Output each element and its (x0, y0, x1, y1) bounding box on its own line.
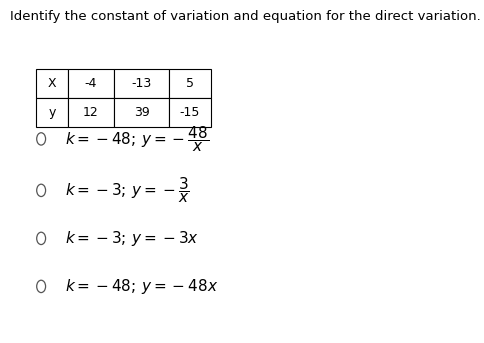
Text: X: X (48, 77, 56, 90)
Bar (68, 69, 114, 98)
Text: y: y (48, 106, 56, 119)
Bar (114, 69, 169, 98)
Bar (36, 98, 68, 127)
Text: $k = -48;\, y = -\dfrac{48}{x}$: $k = -48;\, y = -\dfrac{48}{x}$ (65, 124, 210, 154)
Bar (169, 98, 211, 127)
Text: 12: 12 (83, 106, 99, 119)
Bar (169, 69, 211, 98)
Text: $k = -3;\, y = -3x$: $k = -3;\, y = -3x$ (65, 229, 199, 248)
Text: -15: -15 (180, 106, 200, 119)
Bar (36, 69, 68, 98)
Bar (68, 98, 114, 127)
Text: -4: -4 (85, 77, 97, 90)
Text: $k = -48;\, y = -48x$: $k = -48;\, y = -48x$ (65, 277, 219, 296)
Text: $k = -3;\, y = -\dfrac{3}{x}$: $k = -3;\, y = -\dfrac{3}{x}$ (65, 176, 190, 205)
Text: Identify the constant of variation and equation for the direct variation.: Identify the constant of variation and e… (10, 10, 481, 23)
Text: -13: -13 (132, 77, 151, 90)
Bar (114, 98, 169, 127)
Text: 5: 5 (186, 77, 194, 90)
Text: 39: 39 (134, 106, 150, 119)
